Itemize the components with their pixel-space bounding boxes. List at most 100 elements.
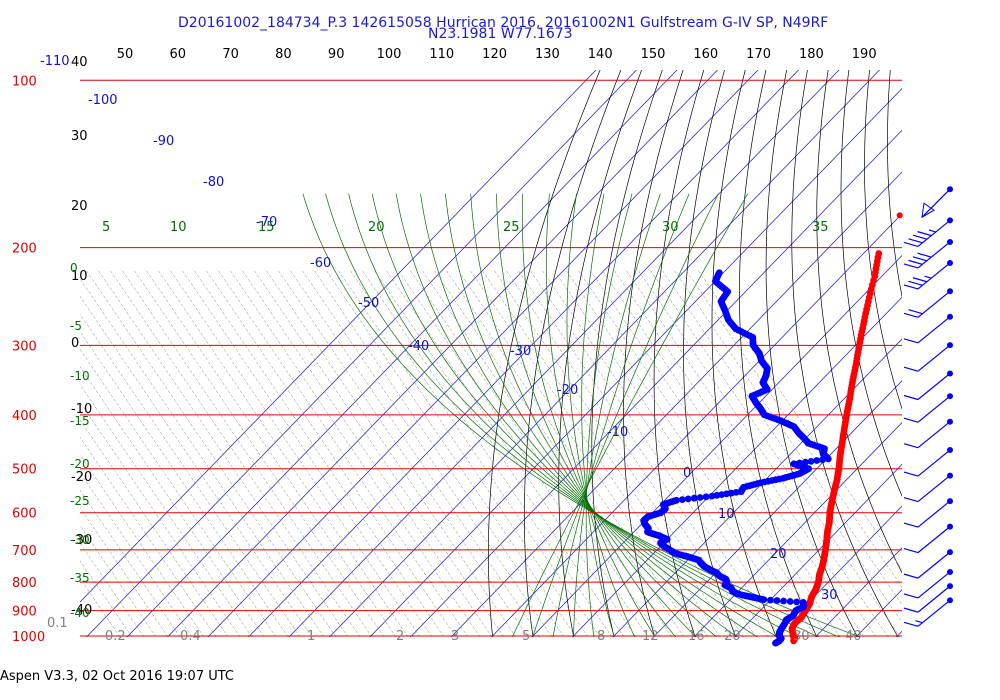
mixing-ratio-line [493, 269, 745, 637]
wind-barb-flag [903, 496, 919, 503]
top-axis-label: 180 [799, 47, 824, 62]
isotherm-line [855, 589, 902, 637]
dry-adiabat-line [591, 70, 663, 637]
data-point [802, 458, 809, 466]
pressure-tick-label: 500 [12, 463, 37, 478]
wind-barb-staff [917, 290, 951, 318]
moist-adiabat-line [348, 193, 820, 637]
isotherm-line [288, 70, 840, 637]
top-left-label: -110 [40, 54, 70, 69]
top-axis-label: 130 [535, 47, 560, 62]
data-point [690, 494, 698, 502]
mixing-ratio-line [80, 313, 301, 637]
mixing-ratio-line [133, 269, 385, 637]
wind-barb-flag [908, 259, 923, 265]
top-axis-label: 100 [377, 47, 402, 62]
dry-adiabat-label: 20 [71, 199, 88, 214]
moist-adiabat-label: 30 [662, 220, 679, 235]
mixing-ratio-line [80, 331, 289, 637]
mixing-ratio-label: 0.1 [47, 616, 68, 631]
mixing-ratio-line [601, 269, 853, 637]
dry-adiabat-line [558, 70, 642, 637]
wind-barb-staff [917, 421, 951, 449]
mixing-ratio-line [625, 269, 877, 637]
isotherm-line [329, 70, 880, 637]
wind-barb-staff [917, 475, 951, 503]
mixing-ratio-line [80, 366, 265, 637]
top-axis-label: 120 [482, 47, 507, 62]
wind-barb-flag [903, 338, 919, 344]
wind-barb-flag [903, 284, 919, 290]
dry-adiabat-label: -20 [71, 470, 92, 485]
data-point [813, 457, 821, 464]
isotherm-label: 20 [770, 547, 787, 562]
chart-subtitle: N23.1981 W77.1673 [428, 26, 573, 42]
data-point [786, 598, 794, 605]
wind-barb-staff [917, 500, 951, 528]
dry-adiabat-label: 40 [71, 55, 88, 70]
dry-adiabat-label: -40 [71, 603, 92, 618]
moist-adiabat-label: 20 [368, 220, 385, 235]
dry-adiabat-label: -30 [71, 533, 92, 548]
chart-title: D20161002_184734_P.3 142615058 Hurrican … [178, 15, 829, 31]
mixing-ratio-label: 3 [451, 629, 459, 644]
pressure-tick-label: 700 [12, 544, 37, 559]
data-point [780, 597, 787, 605]
mixing-ratio-label: 12 [642, 629, 659, 644]
isotherm-line [815, 547, 902, 637]
isotherm-line [410, 129, 902, 637]
wind-barb-staff [917, 344, 951, 372]
top-axis-label: 170 [746, 47, 771, 62]
mixing-ratio-line [613, 269, 865, 637]
mixing-ratio-line [397, 269, 649, 637]
moist-adiabat-line [581, 193, 615, 637]
mixing-ratio-line [265, 269, 517, 637]
moist-adiabat-line [585, 193, 633, 637]
moist-adiabat-line [573, 193, 661, 637]
mixing-ratio-line [80, 295, 313, 637]
wind-barb-flag [912, 234, 928, 240]
mixing-ratio-line [80, 278, 325, 637]
top-axis-label: 160 [693, 47, 718, 62]
wind-barb-staff [917, 373, 951, 400]
isotherm-label: 0 [683, 466, 691, 481]
mixing-ratio-line [121, 269, 373, 637]
isotherm-line [248, 70, 799, 637]
wind-barb-layer [903, 186, 953, 627]
dry-adiabat-label: 30 [71, 129, 88, 144]
mixing-ratio-line [565, 269, 817, 637]
wind-barb-flag [903, 548, 919, 554]
data-point [875, 250, 883, 257]
wind-barb-flag [908, 238, 923, 244]
wind-barb-staff [917, 599, 951, 627]
moist-adiabat-label: 35 [812, 220, 829, 235]
wind-barb-flag [912, 256, 928, 262]
pressure-tick-label: 100 [12, 74, 37, 89]
isotherm-line [896, 630, 902, 637]
dry-adiabat-line [887, 70, 902, 298]
dry-adiabat-label: 0 [71, 336, 79, 351]
moist-adiabat-label: -25 [70, 494, 90, 508]
wind-barb-flag [903, 312, 919, 318]
data-point [767, 596, 774, 604]
moist-adiabat-line [420, 193, 759, 637]
pressure-tick-label: 400 [12, 409, 37, 424]
mixing-ratio-line [145, 269, 397, 637]
data-point [807, 458, 815, 465]
mixing-ratio-line [80, 348, 277, 637]
top-axis-label: 110 [429, 47, 454, 62]
pressure-tick-label: 200 [12, 242, 37, 257]
mixing-ratio-label: 0.2 [105, 629, 126, 644]
moist-adiabat-line [511, 193, 749, 637]
isotherm-line [126, 70, 678, 637]
isotherm-label: -70 [256, 215, 277, 230]
mixing-ratio-line [517, 269, 769, 637]
dry-adiabat-line [953, 55, 1000, 648]
top-axis-label: 90 [328, 47, 345, 62]
dry-adiabat-line [973, 55, 1000, 648]
mixing-ratio-line [169, 269, 421, 637]
data-point [799, 599, 807, 606]
wind-barb-flag [917, 252, 932, 258]
mixing-ratio-label: 16 [688, 629, 705, 644]
dry-adiabat-line [840, 70, 902, 497]
